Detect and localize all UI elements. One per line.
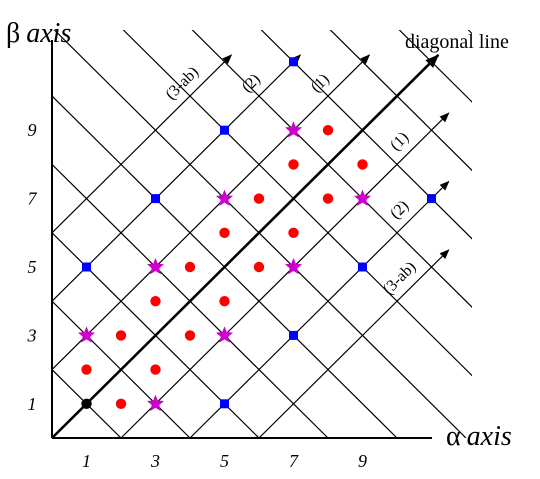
- y-tick-label: 5: [28, 257, 37, 277]
- red-point: [357, 159, 368, 170]
- parallel-arrow: [51, 54, 371, 371]
- x-axis-title: α axis: [446, 421, 512, 452]
- red-point: [322, 193, 334, 204]
- x-axis-symbol: α: [446, 421, 461, 452]
- x-tick-label: 9: [358, 451, 367, 471]
- x-axis-word: axis: [467, 421, 512, 452]
- arrow-label: (3-ab): [380, 259, 420, 299]
- lattice-points: [77, 57, 436, 412]
- red-point: [322, 125, 334, 136]
- magenta-star-point: [353, 189, 372, 206]
- magenta-star-point: [146, 394, 165, 412]
- red-point: [115, 330, 127, 341]
- arrow-label: (1): [387, 129, 412, 154]
- magenta-star-point: [284, 121, 303, 138]
- arrow-label: (2): [239, 71, 264, 96]
- diagonal-line-label: diagonal line: [405, 31, 509, 53]
- x-tick-label: 3: [150, 451, 160, 471]
- blue-square-point: [151, 194, 160, 204]
- parallel-arrow: [51, 54, 302, 302]
- magenta-star-point: [146, 258, 165, 275]
- blue-square-point: [220, 125, 229, 135]
- y-axis-word: axis: [26, 18, 71, 49]
- magenta-star-point: [215, 189, 234, 206]
- blue-square-point: [289, 57, 298, 67]
- blue-square-point: [82, 262, 91, 272]
- arrow-label: (3-ab): [162, 64, 202, 104]
- arrow-label: (2): [387, 197, 412, 222]
- red-point: [288, 159, 299, 170]
- parallel-arrow: [120, 112, 450, 439]
- y-tick-label: 7: [28, 189, 38, 209]
- red-point: [253, 193, 265, 204]
- x-tick-label: 7: [289, 451, 299, 471]
- black-point: [81, 398, 92, 409]
- red-point: [219, 227, 230, 238]
- red-point: [150, 296, 161, 307]
- y-tick-label: 3: [27, 325, 37, 345]
- magenta-star-point: [215, 326, 234, 343]
- magenta-star-point: [77, 326, 96, 343]
- red-point: [184, 261, 196, 273]
- parallel-arrow: [51, 54, 233, 234]
- tick-labels: 1 3 5 7 9 1 3 5 7 9: [27, 120, 368, 471]
- y-tick-label: 9: [28, 120, 37, 140]
- blue-square-point: [289, 330, 298, 340]
- x-tick-label: 5: [220, 451, 229, 471]
- y-tick-label: 1: [28, 394, 37, 414]
- parallel-arrow: [258, 249, 450, 439]
- red-point: [150, 364, 161, 375]
- main-diagonal-arrow: [51, 54, 440, 439]
- red-point: [288, 227, 299, 238]
- blue-square-point: [358, 262, 367, 272]
- blue-square-point: [427, 194, 436, 204]
- y-axis-symbol: β: [6, 18, 20, 49]
- red-point: [81, 364, 92, 375]
- parallel-arrow: [189, 180, 450, 439]
- red-point: [115, 398, 127, 409]
- arrow-label: (1): [308, 71, 333, 96]
- magenta-star-point: [284, 258, 303, 275]
- red-point: [219, 296, 230, 307]
- red-point: [184, 330, 196, 341]
- blue-square-point: [220, 399, 229, 409]
- y-axis-title: β axis: [6, 18, 71, 49]
- red-point: [253, 261, 265, 273]
- diagonal-arrows: [51, 54, 450, 439]
- x-tick-label: 1: [82, 451, 91, 471]
